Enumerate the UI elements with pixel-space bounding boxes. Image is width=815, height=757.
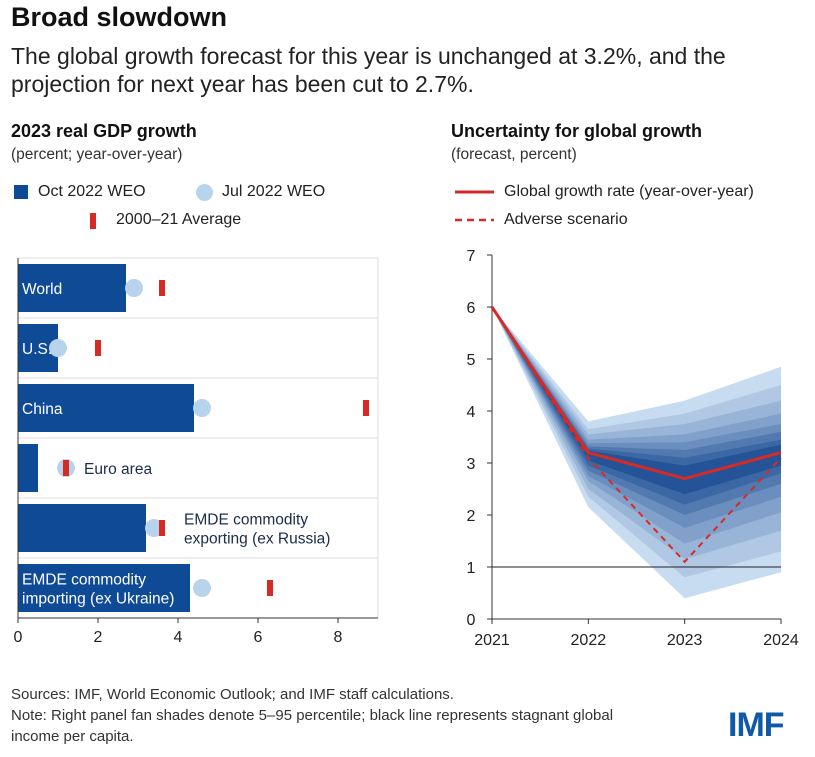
left-panel-title: 2023 real GDP growth <box>11 121 197 141</box>
dot-jul-0 <box>125 279 143 297</box>
x-tick-label: 0 <box>14 629 23 646</box>
x-tick-label: 6 <box>254 629 263 646</box>
chart-subtitle: The global growth forecast for this year… <box>11 43 726 97</box>
legend-jul-label: Jul 2022 WEO <box>222 183 326 200</box>
mark-avg-0 <box>159 280 165 296</box>
y-tick-label: 6 <box>467 300 476 317</box>
dot-jul-4 <box>145 519 163 537</box>
category-label-5: EMDE commodity <box>22 572 146 589</box>
footer-note: Note: Right panel fan shades denote 5–95… <box>11 707 614 745</box>
category-label-2: China <box>22 401 63 418</box>
category-label-5: importing (ex Ukraine) <box>22 591 174 608</box>
mark-avg-1 <box>95 340 101 356</box>
dot-jul-5 <box>193 579 211 597</box>
dot-jul-1 <box>49 339 67 357</box>
bar-oct-4 <box>18 504 146 552</box>
bar-oct-5 <box>18 564 190 612</box>
category-label-4: EMDE commodity <box>184 512 308 529</box>
mark-avg-5 <box>267 580 273 596</box>
x-tick-label: 2 <box>94 629 103 646</box>
bar-oct-2 <box>18 384 194 432</box>
category-label-3: Euro area <box>84 461 152 478</box>
y-tick-label: 1 <box>467 560 476 577</box>
category-label-0: World <box>22 281 62 298</box>
mark-avg-4 <box>159 520 165 536</box>
imf-logo: IMF <box>728 706 785 744</box>
x-tick-label: 2021 <box>474 632 510 649</box>
x-tick-label: 4 <box>174 629 183 646</box>
y-tick-label: 0 <box>467 612 476 629</box>
x-tick-label: 2024 <box>763 632 799 649</box>
left-panel-subtitle: (percent; year-over-year) <box>11 146 183 163</box>
right-panel-subtitle: (forecast, percent) <box>451 146 577 163</box>
mark-avg-3 <box>63 460 69 476</box>
fan-band-6 <box>492 307 781 505</box>
y-tick-label: 2 <box>467 508 476 525</box>
category-label-4: exporting (ex Russia) <box>184 531 330 548</box>
right-panel-title: Uncertainty for global growth <box>451 121 703 141</box>
x-tick-label: 2022 <box>571 632 607 649</box>
footer-sources: Sources: IMF, World Economic Outlook; an… <box>11 686 454 703</box>
mark-avg-2 <box>363 400 369 416</box>
legend-adverse-label: Adverse scenario <box>504 211 628 228</box>
dot-jul-2 <box>193 399 211 417</box>
legend-avg-swatch <box>90 213 96 229</box>
category-label-1: U.S. <box>22 341 52 358</box>
chart-title: Broad slowdown <box>11 2 227 32</box>
y-tick-label: 3 <box>467 456 476 473</box>
bar-oct-0 <box>18 264 126 312</box>
footer: Sources: IMF, World Economic Outlook; an… <box>11 684 651 747</box>
x-tick-label: 2023 <box>667 632 703 649</box>
x-tick-label: 8 <box>334 629 343 646</box>
bar-oct-3 <box>18 444 38 492</box>
legend-oct-swatch <box>14 185 28 199</box>
series-main-line <box>490 306 782 481</box>
y-tick-label: 5 <box>467 352 476 369</box>
legend-jul-swatch <box>196 184 213 201</box>
legend-main-label: Global growth rate (year-over-year) <box>504 183 754 200</box>
legend-avg-label: 2000–21 Average <box>116 211 242 228</box>
legend-oct-label: Oct 2022 WEO <box>38 183 146 200</box>
y-tick-label: 4 <box>467 404 476 421</box>
y-tick-label: 7 <box>467 248 476 265</box>
